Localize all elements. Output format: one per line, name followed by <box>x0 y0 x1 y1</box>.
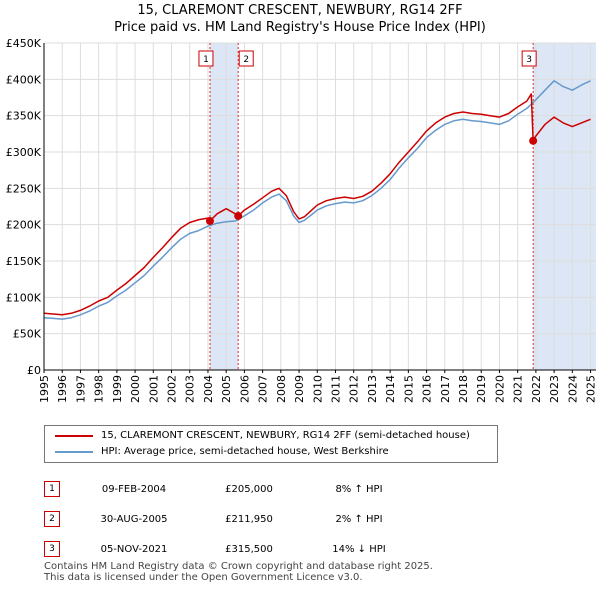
sale-point <box>205 217 214 226</box>
x-tick-label: 2008 <box>275 375 288 403</box>
price-chart: 1 2 3 £0 £50K £100K £150K £200K £250K £300K £350K £… <box>6 37 598 403</box>
x-tick-label: 2002 <box>166 375 179 403</box>
transaction-hpi-diff: 8% ↑ HPI <box>335 483 383 495</box>
y-tick-label: £400K <box>6 73 42 86</box>
sale-label-box <box>238 50 254 67</box>
y-tick-label: £100K <box>6 291 42 304</box>
x-tick-label: 2018 <box>457 375 470 403</box>
y-tick-label: £50K <box>13 328 42 341</box>
x-tick-label: 1999 <box>111 375 124 403</box>
x-tick-label: 2003 <box>184 375 197 403</box>
x-tick-label: 2009 <box>293 375 306 403</box>
table-row: 1 09-FEB-2004 £205,000 8% ↑ HPI <box>44 474 414 504</box>
chart-title: 15, CLAREMONT CRESCENT, NEWBURY, RG14 2F… <box>137 3 463 18</box>
y-tick-label: £150K <box>6 255 42 268</box>
legend-label-property: 15, CLAREMONT CRESCENT, NEWBURY, RG14 2F… <box>101 430 470 441</box>
legend: 15, CLAREMONT CRESCENT, NEWBURY, RG14 2F… <box>44 425 498 463</box>
sale-point <box>529 136 538 145</box>
transaction-date: 05-NOV-2021 <box>100 543 168 555</box>
sale-label-box <box>521 50 537 67</box>
legend-swatch-property <box>55 435 93 437</box>
legend-label-hpi: HPI: Average price, semi-detached house,… <box>101 446 389 457</box>
plot-area <box>44 43 596 370</box>
footer: Contains HM Land Registry data © Crown c… <box>44 561 433 583</box>
x-tick-label: 1997 <box>74 375 87 403</box>
footer-licence: This data is licensed under the Open Gov… <box>44 572 363 583</box>
x-tick-label: 2007 <box>257 375 270 403</box>
y-tick-label: £200K <box>6 219 42 232</box>
x-tick-label: 2011 <box>329 375 342 403</box>
table-row: 2 30-AUG-2005 £211,950 2% ↑ HPI <box>44 504 414 534</box>
sale-label: 3 <box>526 55 532 65</box>
shaded-range <box>209 43 239 370</box>
transaction-date: 09-FEB-2004 <box>101 483 167 495</box>
x-tick-label: 1998 <box>93 375 106 403</box>
x-tick-label: 2001 <box>147 375 160 403</box>
transactions-table: 1 09-FEB-2004 £205,000 8% ↑ HPI 2 30-AUG… <box>44 474 414 564</box>
x-tick-label: 2000 <box>129 375 142 403</box>
x-tick-label: 2014 <box>384 375 397 403</box>
shaded-range <box>533 43 596 370</box>
x-tick-label: 2021 <box>512 375 525 403</box>
y-tick-label: £350K <box>6 110 42 123</box>
transaction-number: 2 <box>44 511 60 527</box>
x-tick-label: 2022 <box>530 375 543 403</box>
sale-label: 2 <box>243 55 249 65</box>
x-tick-label: 2004 <box>202 375 215 403</box>
table-row: 3 05-NOV-2021 £315,500 14% ↓ HPI <box>44 534 414 564</box>
x-tick-label: 2023 <box>548 375 561 403</box>
x-tick-label: 2019 <box>475 375 488 403</box>
transaction-price: £205,000 <box>225 483 273 495</box>
property-series-line <box>43 93 591 316</box>
x-tick-label: 2010 <box>311 375 324 403</box>
hpi-series-line <box>43 80 591 320</box>
x-tick-label: 2013 <box>366 375 379 403</box>
transaction-hpi-diff: 14% ↓ HPI <box>332 543 386 555</box>
transaction-price: £211,950 <box>225 513 273 525</box>
transaction-price: £315,500 <box>225 543 273 555</box>
sale-label-box <box>198 50 214 67</box>
x-tick-label: 2025 <box>585 375 598 403</box>
footer-copyright: Contains HM Land Registry data © Crown c… <box>44 561 433 572</box>
transaction-hpi-diff: 2% ↑ HPI <box>335 513 383 525</box>
chart-subtitle: Price paid vs. HM Land Registry's House … <box>114 20 486 35</box>
x-tick-label: 2015 <box>402 375 415 403</box>
y-tick-label: £0 <box>27 364 41 377</box>
legend-swatch-hpi <box>55 451 93 453</box>
sale-label: 1 <box>203 55 209 65</box>
y-tick-label: £450K <box>6 37 42 50</box>
x-tick-label: 1996 <box>56 375 69 403</box>
transaction-number: 1 <box>44 481 60 497</box>
x-tick-label: 2005 <box>220 375 233 403</box>
y-tick-label: £250K <box>6 182 42 195</box>
x-tick-label: 2016 <box>421 375 434 403</box>
transaction-date: 30-AUG-2005 <box>100 513 168 525</box>
x-tick-label: 2006 <box>238 375 251 403</box>
transaction-number: 3 <box>44 541 60 557</box>
y-tick-label: £300K <box>6 146 42 159</box>
x-tick-label: 2012 <box>348 375 361 403</box>
x-tick-label: 1995 <box>38 375 51 403</box>
x-tick-label: 2020 <box>493 375 506 403</box>
sale-point <box>234 211 243 220</box>
x-tick-label: 2017 <box>439 375 452 403</box>
x-tick-label: 2024 <box>566 375 579 403</box>
